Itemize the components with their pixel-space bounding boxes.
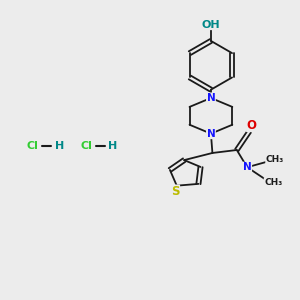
- Text: H: H: [108, 140, 118, 151]
- Text: CH₃: CH₃: [264, 178, 283, 187]
- Text: N: N: [207, 129, 215, 139]
- Text: Cl: Cl: [27, 140, 38, 151]
- Text: OH: OH: [202, 20, 220, 30]
- Text: H: H: [55, 140, 64, 151]
- Text: S: S: [171, 185, 179, 198]
- Text: N: N: [243, 162, 252, 172]
- Text: N: N: [207, 93, 215, 103]
- Text: Cl: Cl: [80, 140, 92, 151]
- Text: CH₃: CH₃: [266, 155, 284, 164]
- Text: O: O: [247, 118, 256, 131]
